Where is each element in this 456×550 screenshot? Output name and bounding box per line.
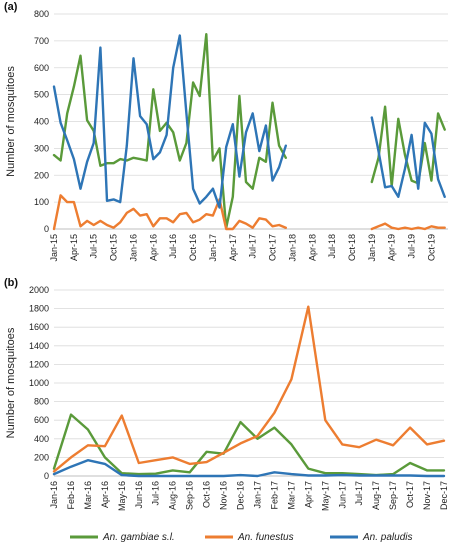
series-line-an-paludis [370, 116, 446, 199]
y-tick-label: 200 [34, 170, 49, 180]
x-tick-label: Oct-19 [426, 234, 436, 261]
series-line-an-funestus [370, 222, 446, 231]
y-tick-label: 500 [34, 90, 49, 100]
y-tick-label: 400 [34, 434, 49, 444]
y-tick-label: 1000 [29, 378, 49, 388]
x-tick-label: Jan-15 [49, 234, 59, 262]
y-tick-label: 0 [44, 471, 49, 481]
x-tick-label: Feb-17 [269, 481, 279, 510]
series-line-an-gambiae-s-l [52, 413, 446, 477]
series-line-an-funestus [52, 305, 446, 473]
y-tick-label: 1800 [29, 304, 49, 314]
legend-label-an-gambiae-s-l: An. gambiae s.l. [102, 532, 175, 543]
x-tick-label: Apr-15 [69, 234, 79, 261]
y-tick-label: 300 [34, 143, 49, 153]
x-tick-label: Aug-16 [168, 481, 178, 510]
panel-a: 0 100 200 300 400 500 600 700 800 Jan-15 Apr-15 Jul… [4, 1, 448, 262]
x-tick-label: Jul-16 [151, 481, 161, 506]
y-axis-label: Number of mosquitoes [5, 327, 17, 438]
x-tick-label: Jul-17 [354, 481, 364, 506]
x-tick-label: Jul-15 [89, 234, 99, 259]
x-tick-label: Dec-16 [236, 481, 246, 510]
x-tick-label: Oct-16 [202, 481, 212, 508]
legend-label-an-funestus: An. funestus [237, 532, 294, 543]
x-tick-label: Apr-16 [148, 234, 158, 261]
x-tick-label: Oct-17 [268, 234, 278, 261]
series-line-an-gambiae-s-l [370, 105, 446, 188]
x-tick-label: Aug-17 [371, 481, 381, 510]
x-tick-label: Feb-16 [66, 481, 76, 510]
x-tick-label: Oct-17 [405, 481, 415, 508]
x-tick-label: Jan-19 [367, 234, 377, 262]
x-tick-label: Nov-17 [422, 481, 432, 510]
y-tick-label: 600 [34, 415, 49, 425]
x-tick-label: Jan-17 [208, 234, 218, 262]
x-tick-label: Nov-16 [219, 481, 229, 510]
x-tick-label: Oct-15 [109, 234, 119, 261]
x-tick-label: Apr-18 [307, 234, 317, 261]
panel-label: (a) [4, 1, 18, 13]
x-tick-label: Mar-17 [286, 481, 296, 510]
series-line-an-paludis [52, 459, 446, 478]
x-tick-label: Jul-18 [327, 234, 337, 259]
series-line-an-gambiae-s-l [52, 33, 287, 229]
y-tick-label: 1400 [29, 341, 49, 351]
y-tick-label: 100 [34, 197, 49, 207]
x-tick-label: Jul-17 [248, 234, 258, 259]
x-tick-label: Mar-16 [83, 481, 93, 510]
y-tick-label: 800 [34, 397, 49, 407]
x-tick-label: Jul-16 [168, 234, 178, 259]
y-tick-label: 700 [34, 36, 49, 46]
x-tick-label: Jun-16 [134, 481, 144, 509]
x-tick-label: Jun-17 [337, 481, 347, 509]
x-tick-label: Dec-17 [439, 481, 449, 510]
panel-b: 0 200 400 600 800 1000 1200 1400 1600 1800 2000 Jan… [4, 277, 449, 511]
series-line-an-paludis [52, 34, 287, 209]
x-tick-label: Apr-16 [100, 481, 110, 508]
x-tick-label: Apr-19 [387, 234, 397, 261]
x-tick-label: Apr-17 [303, 481, 313, 508]
y-tick-label: 1600 [29, 322, 49, 332]
x-tick-label: May-16 [117, 481, 127, 511]
x-tick-label: Jan-17 [252, 481, 262, 509]
x-tick-label: Sep-16 [185, 481, 195, 510]
y-tick-label: 1200 [29, 359, 49, 369]
series-line-an-funestus [52, 194, 287, 231]
y-tick-label: 2000 [29, 285, 49, 295]
y-tick-label: 800 [34, 9, 49, 19]
x-tick-label: Apr-17 [228, 234, 238, 261]
x-tick-label: Oct-16 [188, 234, 198, 261]
y-tick-label: 600 [34, 63, 49, 73]
x-tick-label: Oct-18 [347, 234, 357, 261]
x-tick-label: May-17 [320, 481, 330, 511]
x-tick-label: Jan-16 [49, 481, 59, 509]
y-axis-label: Number of mosquitoes [5, 66, 17, 177]
legend: An. gambiae s.l. An. funestus An. paludis [70, 532, 412, 543]
y-tick-label: 0 [44, 224, 49, 234]
x-tick-label: Jan-16 [128, 234, 138, 262]
x-tick-label: Sep-17 [388, 481, 398, 510]
panel-label: (b) [4, 277, 18, 289]
legend-label-an-paludis: An. paludis [362, 532, 412, 543]
x-tick-label: Jul-19 [407, 234, 417, 259]
y-tick-label: 200 [34, 452, 49, 462]
x-tick-label: Jan-18 [287, 234, 297, 262]
y-tick-label: 400 [34, 117, 49, 127]
